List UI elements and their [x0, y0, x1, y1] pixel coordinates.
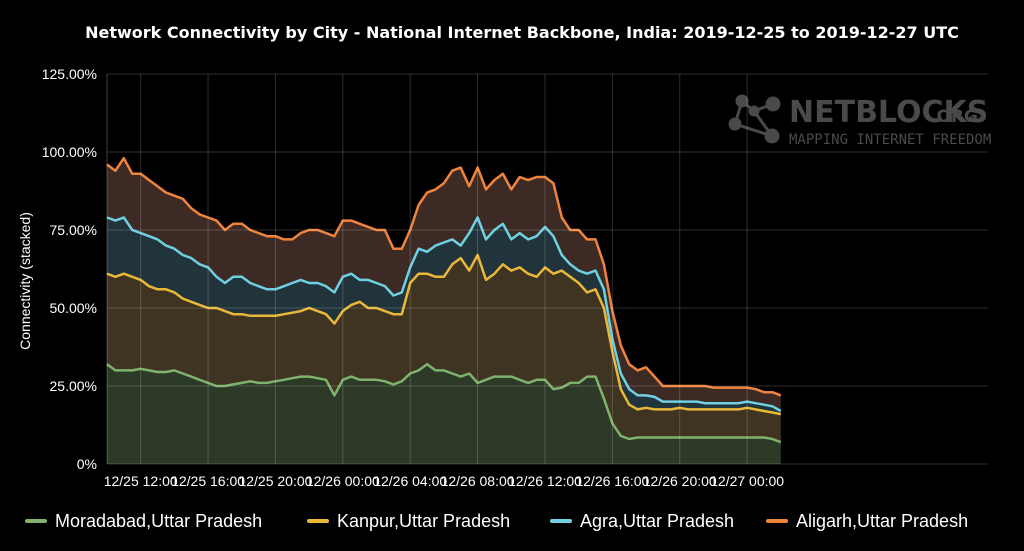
area-band-1	[107, 364, 781, 464]
series-line-2	[106, 253, 782, 416]
legend-item-2[interactable]: Kanpur,Uttar Pradesh	[307, 511, 510, 531]
x-tick-label: 12/25 12:00	[104, 473, 178, 489]
y-tick-label: 100.00%	[42, 144, 97, 160]
plot-area	[106, 156, 782, 464]
y-axis: 0% 25.00% 50.00% 75.00% 100.00% 125.00%	[42, 66, 97, 472]
x-tick-label: 12/26 08:00	[441, 473, 515, 489]
y-tick-label: 25.00%	[50, 378, 97, 394]
netblocks-logo-icon	[728, 94, 781, 144]
watermark-brand: NETBLOCKS	[789, 95, 988, 130]
y-tick-label: 50.00%	[50, 300, 97, 316]
area-band-3	[107, 217, 781, 415]
x-tick-label: 12/27 00:00	[710, 473, 784, 489]
legend-item-3[interactable]: Agra,Uttar Pradesh	[550, 511, 734, 531]
legend-label: Aligarh,Uttar Pradesh	[796, 511, 968, 531]
legend-item-4[interactable]: Aligarh,Uttar Pradesh	[766, 511, 968, 531]
watermark-tld: .ORG	[930, 107, 978, 127]
x-tick-label: 12/25 20:00	[238, 473, 312, 489]
series-line-1	[106, 362, 782, 444]
chart-title: Network Connectivity by City - National …	[85, 23, 959, 42]
legend-label: Kanpur,Uttar Pradesh	[337, 511, 510, 531]
x-tick-label: 12/25 16:00	[171, 473, 245, 489]
x-tick-label: 12/26 04:00	[373, 473, 447, 489]
area-band-4	[107, 158, 781, 411]
gridlines	[106, 73, 988, 465]
watermark-tagline: MAPPING INTERNET FREEDOM	[789, 132, 991, 148]
x-tick-label: 12/26 20:00	[643, 473, 717, 489]
legend-item-1[interactable]: Moradabad,Uttar Pradesh	[25, 511, 262, 531]
y-tick-label: 0%	[77, 456, 97, 472]
area-band-2	[107, 255, 781, 443]
series-line-4	[106, 156, 782, 397]
x-tick-label: 12/26 00:00	[306, 473, 380, 489]
y-axis-label: Connectivity (stacked)	[17, 212, 33, 350]
x-tick-label: 12/26 12:00	[508, 473, 582, 489]
legend-label: Agra,Uttar Pradesh	[580, 511, 734, 531]
series-line-3	[106, 216, 782, 413]
y-tick-label: 75.00%	[50, 222, 97, 238]
y-tick-label: 125.00%	[42, 66, 97, 82]
x-tick-label: 12/26 16:00	[575, 473, 649, 489]
legend-label: Moradabad,Uttar Pradesh	[55, 511, 262, 531]
netblocks-watermark: NETBLOCKS .ORG MAPPING INTERNET FREEDOM	[728, 94, 991, 148]
legend: Moradabad,Uttar Pradesh Kanpur,Uttar Prad…	[25, 511, 968, 531]
